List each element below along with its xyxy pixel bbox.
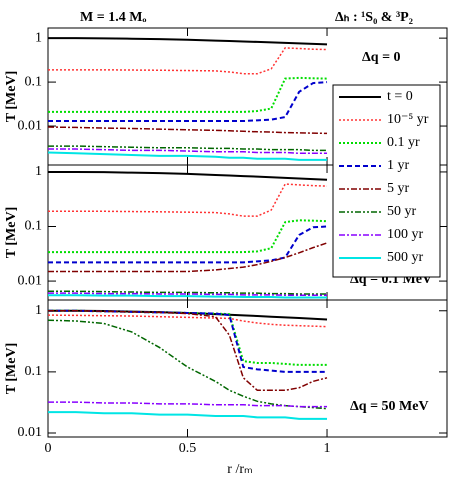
y-tick-label: 1: [35, 30, 42, 45]
legend-label: 500 yr: [387, 250, 424, 265]
series-line: [48, 401, 328, 408]
series-line: [47, 319, 328, 410]
annotation: Δq = 50 MeV: [350, 399, 429, 414]
series-line: [48, 294, 328, 299]
y-tick-label: 0.01: [18, 118, 43, 133]
series-line: [48, 219, 328, 254]
y-tick-label: 0.1: [25, 74, 43, 89]
y-tick-label: 1: [35, 164, 42, 179]
series-line: [48, 309, 328, 373]
y-tick-label: 1: [35, 303, 42, 318]
series-line: [48, 170, 328, 181]
legend-box: [332, 84, 441, 278]
series-line: [47, 126, 328, 135]
series-line: [48, 76, 328, 113]
x-tick-label: 0: [45, 441, 52, 456]
series-line: [48, 37, 328, 46]
plot-frame: [47, 299, 448, 438]
y-axis-label: T [MeV]: [4, 207, 19, 258]
series-line: [48, 225, 328, 264]
series-line: [48, 145, 328, 152]
x-axis-label: r /rₘ: [227, 462, 252, 477]
series-line: [48, 411, 328, 420]
series-line: [48, 148, 328, 155]
y-tick-label: 0.1: [25, 364, 43, 379]
series-line: [48, 81, 328, 123]
series-line: [48, 290, 328, 295]
annotation: Δq = 0: [362, 50, 401, 65]
series-line: [47, 151, 328, 161]
legend-label: 100 yr: [387, 227, 424, 242]
y-axis-label: T [MeV]: [4, 71, 19, 122]
series-line: [48, 183, 328, 217]
y-tick-label: 0.1: [25, 219, 43, 234]
x-tick-label: 0.5: [179, 441, 197, 456]
series-line: [48, 309, 328, 366]
legend-label: 5 yr: [387, 181, 410, 196]
series-line: [48, 310, 328, 392]
legend-label: 0.1 yr: [387, 135, 420, 150]
annotation: M = 1.4 Mₒ: [80, 10, 146, 25]
x-tick-label: 1: [324, 441, 331, 456]
legend-label: 1 yr: [387, 158, 410, 173]
legend-label: 50 yr: [387, 204, 417, 219]
y-tick-label: 0.01: [18, 273, 43, 288]
y-axis-label: T [MeV]: [4, 343, 19, 394]
y-tick-label: 0.01: [18, 425, 43, 440]
legend-label: 10⁻⁵ yr: [387, 112, 429, 127]
series-line: [48, 242, 328, 273]
annotation: Δₕ : ¹S₀ & ³P₂: [335, 10, 413, 25]
legend-label: t = 0: [387, 89, 413, 104]
series-line: [48, 292, 328, 296]
series-line: [48, 47, 328, 75]
